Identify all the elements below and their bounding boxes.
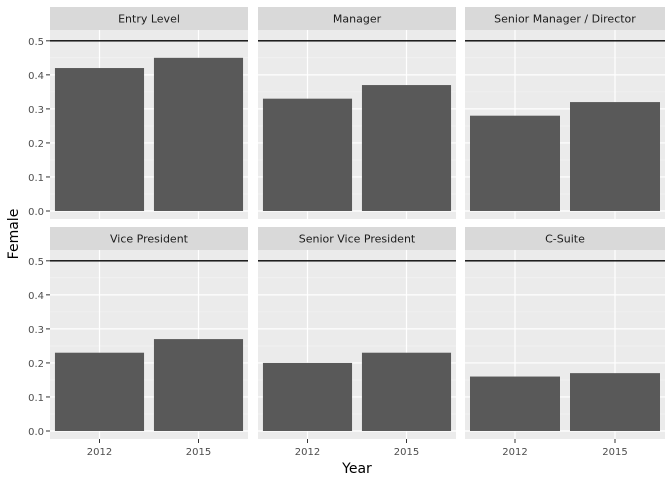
bar-2015 — [570, 102, 660, 211]
y-tick-label: 0.5 — [28, 257, 44, 268]
facet-title: Senior Manager / Director — [494, 13, 636, 26]
bar-2015 — [153, 339, 244, 431]
x-tick-label: 2012 — [87, 447, 112, 458]
y-tick-label: 0.4 — [28, 291, 44, 302]
y-tick-label: 0.4 — [28, 71, 44, 82]
facet-strip — [465, 7, 665, 30]
x-tick-label: 2015 — [602, 447, 627, 458]
bar-2015 — [361, 85, 452, 211]
facet-title: Vice President — [110, 233, 189, 246]
y-tick-label: 0.0 — [28, 427, 44, 438]
y-axis-title: Female — [6, 209, 22, 260]
bar-2012 — [262, 362, 353, 431]
y-tick-label: 0.1 — [28, 393, 44, 404]
x-tick-label: 2015 — [394, 447, 419, 458]
facet-title: C-Suite — [545, 233, 585, 246]
y-tick-label: 0.2 — [28, 139, 44, 150]
bar-2012 — [262, 98, 353, 211]
y-tick-label: 0.0 — [28, 207, 44, 218]
y-tick-label: 0.1 — [28, 173, 44, 184]
facet-strip — [465, 227, 665, 250]
bar-2015 — [361, 352, 452, 431]
x-tick-label: 2012 — [502, 447, 527, 458]
x-tick-label: 2012 — [295, 447, 320, 458]
bar-2012 — [470, 115, 560, 211]
facet-strip — [258, 7, 456, 30]
facet-strip — [50, 7, 248, 30]
facet-title: Senior Vice President — [299, 233, 416, 246]
y-tick-label: 0.3 — [28, 325, 44, 336]
bar-2012 — [54, 352, 145, 431]
x-axis-title: Year — [341, 461, 372, 477]
facet-title: Entry Level — [118, 13, 180, 26]
y-tick-label: 0.2 — [28, 359, 44, 370]
facet-strip — [258, 227, 456, 250]
bar-2012 — [470, 376, 560, 431]
y-tick-label: 0.5 — [28, 37, 44, 48]
facet-title: Manager — [333, 13, 382, 26]
bar-2015 — [153, 57, 244, 212]
bar-2015 — [570, 373, 660, 431]
facet-strip — [50, 227, 248, 250]
bar-2012 — [54, 68, 145, 212]
x-tick-label: 2015 — [186, 447, 211, 458]
y-tick-label: 0.3 — [28, 105, 44, 116]
